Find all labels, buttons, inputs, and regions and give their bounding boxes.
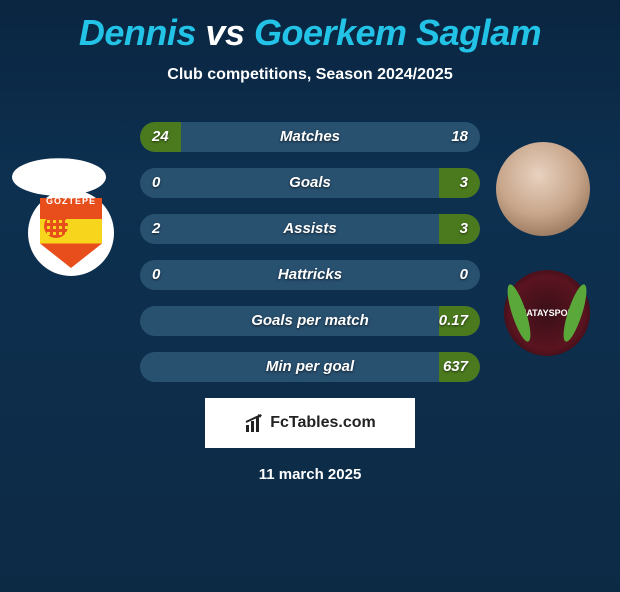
stat-row: 2418Matches <box>140 122 480 152</box>
team-left-name: GÖZTEPE <box>40 196 102 206</box>
stat-row: 23Assists <box>140 214 480 244</box>
stat-row: 03Goals <box>140 168 480 198</box>
stats-container: 2418Matches 03Goals 23Assists 00Hattricks 0.… <box>140 122 480 382</box>
brand-icon <box>244 412 266 434</box>
title-player1: Dennis <box>79 12 196 53</box>
title-vs: vs <box>196 12 254 53</box>
footer-brand-text: FcTables.com <box>270 414 376 432</box>
stat-row: 00Hattricks <box>140 260 480 290</box>
footer-brand-badge: FcTables.com <box>205 398 415 448</box>
stat-label: Goals <box>140 168 480 198</box>
stat-label: Matches <box>140 122 480 152</box>
team-right-crest: HATAYSPOR <box>504 270 590 356</box>
footer-date: 11 march 2025 <box>0 466 620 483</box>
team-left-crest: GÖZTEPE <box>28 190 114 276</box>
stat-label: Goals per match <box>140 306 480 336</box>
title-player2: Goerkem Saglam <box>254 12 541 53</box>
stat-row: 637Min per goal <box>140 352 480 382</box>
stat-label: Hattricks <box>140 260 480 290</box>
page-title: Dennis vs Goerkem Saglam <box>0 12 620 54</box>
stat-label: Min per goal <box>140 352 480 382</box>
subtitle: Club competitions, Season 2024/2025 <box>0 66 620 84</box>
player2-avatar <box>496 142 590 236</box>
stat-row: 0.17Goals per match <box>140 306 480 336</box>
player1-avatar <box>12 158 106 196</box>
stat-label: Assists <box>140 214 480 244</box>
